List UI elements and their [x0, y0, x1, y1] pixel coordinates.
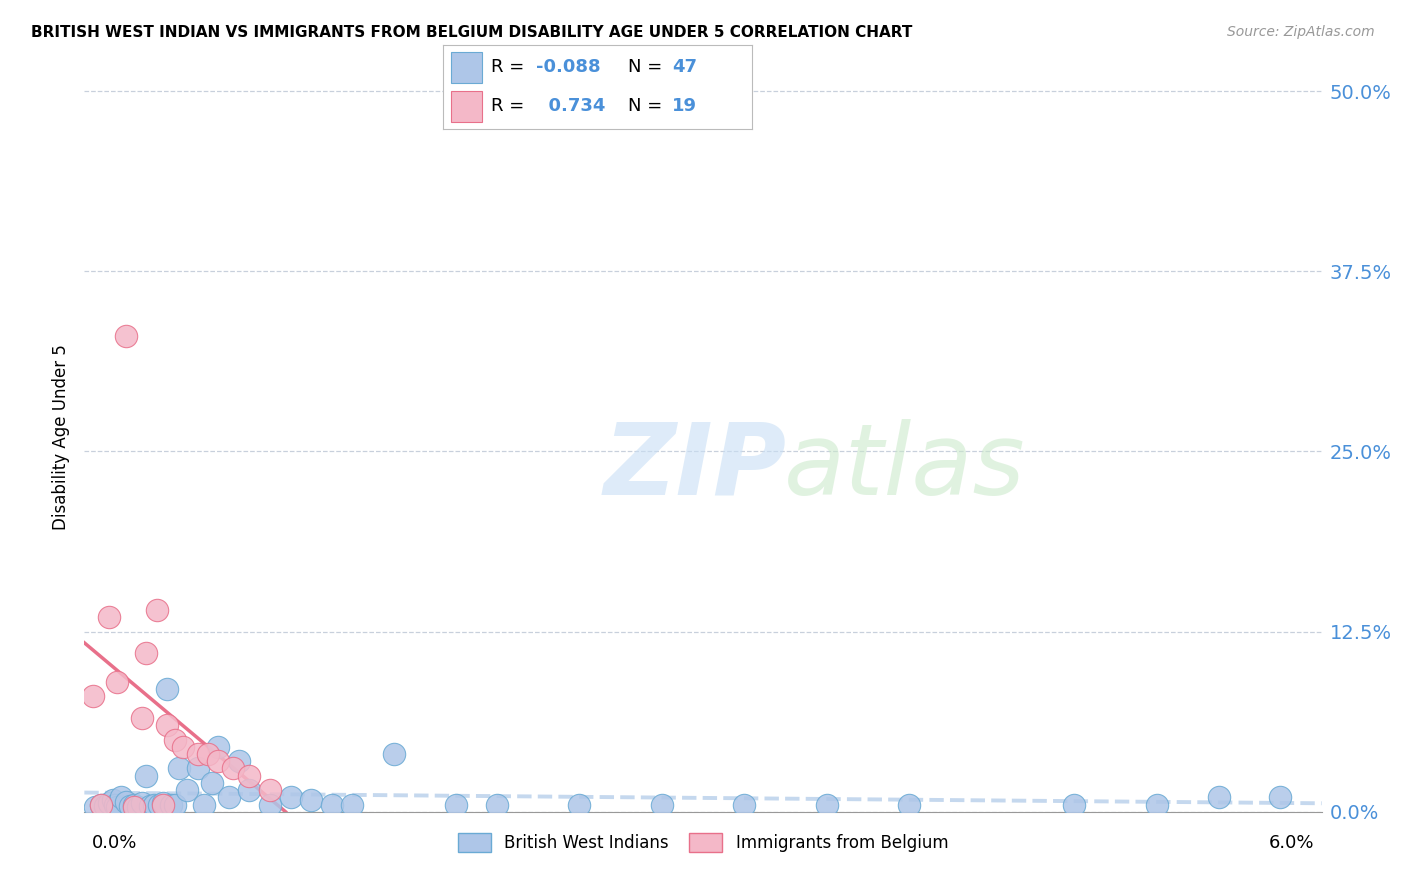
Point — [135, 646, 157, 660]
Point — [898, 797, 921, 812]
Point — [118, 799, 141, 814]
Point — [114, 795, 136, 809]
Text: atlas: atlas — [783, 418, 1025, 516]
Point — [444, 797, 467, 812]
Point — [187, 762, 209, 776]
Point — [485, 797, 508, 812]
FancyBboxPatch shape — [450, 91, 481, 121]
Point — [218, 790, 240, 805]
Point — [148, 797, 170, 812]
Point — [299, 793, 322, 807]
Point — [280, 790, 302, 805]
Text: -0.088: -0.088 — [536, 58, 600, 76]
Point — [90, 797, 112, 812]
Point — [131, 711, 153, 725]
Text: Source: ZipAtlas.com: Source: ZipAtlas.com — [1227, 25, 1375, 39]
Point — [114, 329, 136, 343]
Point — [342, 797, 364, 812]
Point — [104, 797, 127, 812]
Point — [1063, 797, 1085, 812]
Point — [1146, 797, 1168, 812]
Point — [83, 800, 105, 814]
Text: 19: 19 — [672, 96, 697, 114]
Point — [103, 793, 125, 807]
Y-axis label: Disability Age Under 5: Disability Age Under 5 — [52, 344, 70, 530]
Text: N =: N = — [628, 58, 662, 76]
Point — [207, 754, 229, 768]
Point — [238, 783, 260, 797]
Point — [110, 790, 132, 805]
Text: 6.0%: 6.0% — [1270, 834, 1315, 852]
Point — [90, 797, 112, 812]
Point — [156, 718, 179, 732]
Point — [815, 797, 838, 812]
FancyBboxPatch shape — [450, 53, 481, 83]
Text: R =: R = — [491, 58, 524, 76]
Point — [152, 797, 174, 812]
Point — [167, 762, 190, 776]
Point — [94, 799, 117, 814]
Point — [139, 799, 162, 814]
Point — [201, 776, 224, 790]
Point — [165, 797, 187, 812]
Point — [160, 797, 183, 812]
Point — [143, 797, 166, 812]
Point — [197, 747, 219, 761]
Text: 0.734: 0.734 — [536, 96, 605, 114]
Point — [165, 732, 187, 747]
Point — [1208, 790, 1230, 805]
Text: ZIP: ZIP — [605, 418, 787, 516]
Point — [193, 797, 215, 812]
Text: R =: R = — [491, 96, 524, 114]
Point — [82, 690, 104, 704]
Point — [152, 796, 174, 810]
Legend: British West Indians, Immigrants from Belgium: British West Indians, Immigrants from Be… — [458, 833, 948, 852]
Point — [127, 800, 149, 814]
Point — [207, 739, 229, 754]
Point — [733, 797, 755, 812]
Point — [568, 797, 591, 812]
Point — [222, 762, 245, 776]
Point — [176, 783, 198, 797]
Point — [131, 796, 153, 810]
Point — [651, 797, 673, 812]
Point — [187, 747, 209, 761]
Point — [156, 682, 179, 697]
Point — [145, 603, 167, 617]
Point — [1270, 790, 1292, 805]
Point — [98, 796, 121, 810]
Point — [228, 754, 250, 768]
Point — [98, 610, 121, 624]
Point — [105, 675, 128, 690]
Point — [135, 769, 157, 783]
Text: BRITISH WEST INDIAN VS IMMIGRANTS FROM BELGIUM DISABILITY AGE UNDER 5 CORRELATIO: BRITISH WEST INDIAN VS IMMIGRANTS FROM B… — [31, 25, 912, 40]
Point — [238, 769, 260, 783]
Text: 0.0%: 0.0% — [91, 834, 136, 852]
Point — [172, 739, 194, 754]
Point — [259, 783, 281, 797]
Point — [122, 797, 145, 812]
Point — [382, 747, 405, 761]
Point — [321, 797, 343, 812]
Text: N =: N = — [628, 96, 662, 114]
Text: 47: 47 — [672, 58, 697, 76]
Point — [259, 797, 281, 812]
Point — [105, 800, 128, 814]
Point — [122, 800, 145, 814]
